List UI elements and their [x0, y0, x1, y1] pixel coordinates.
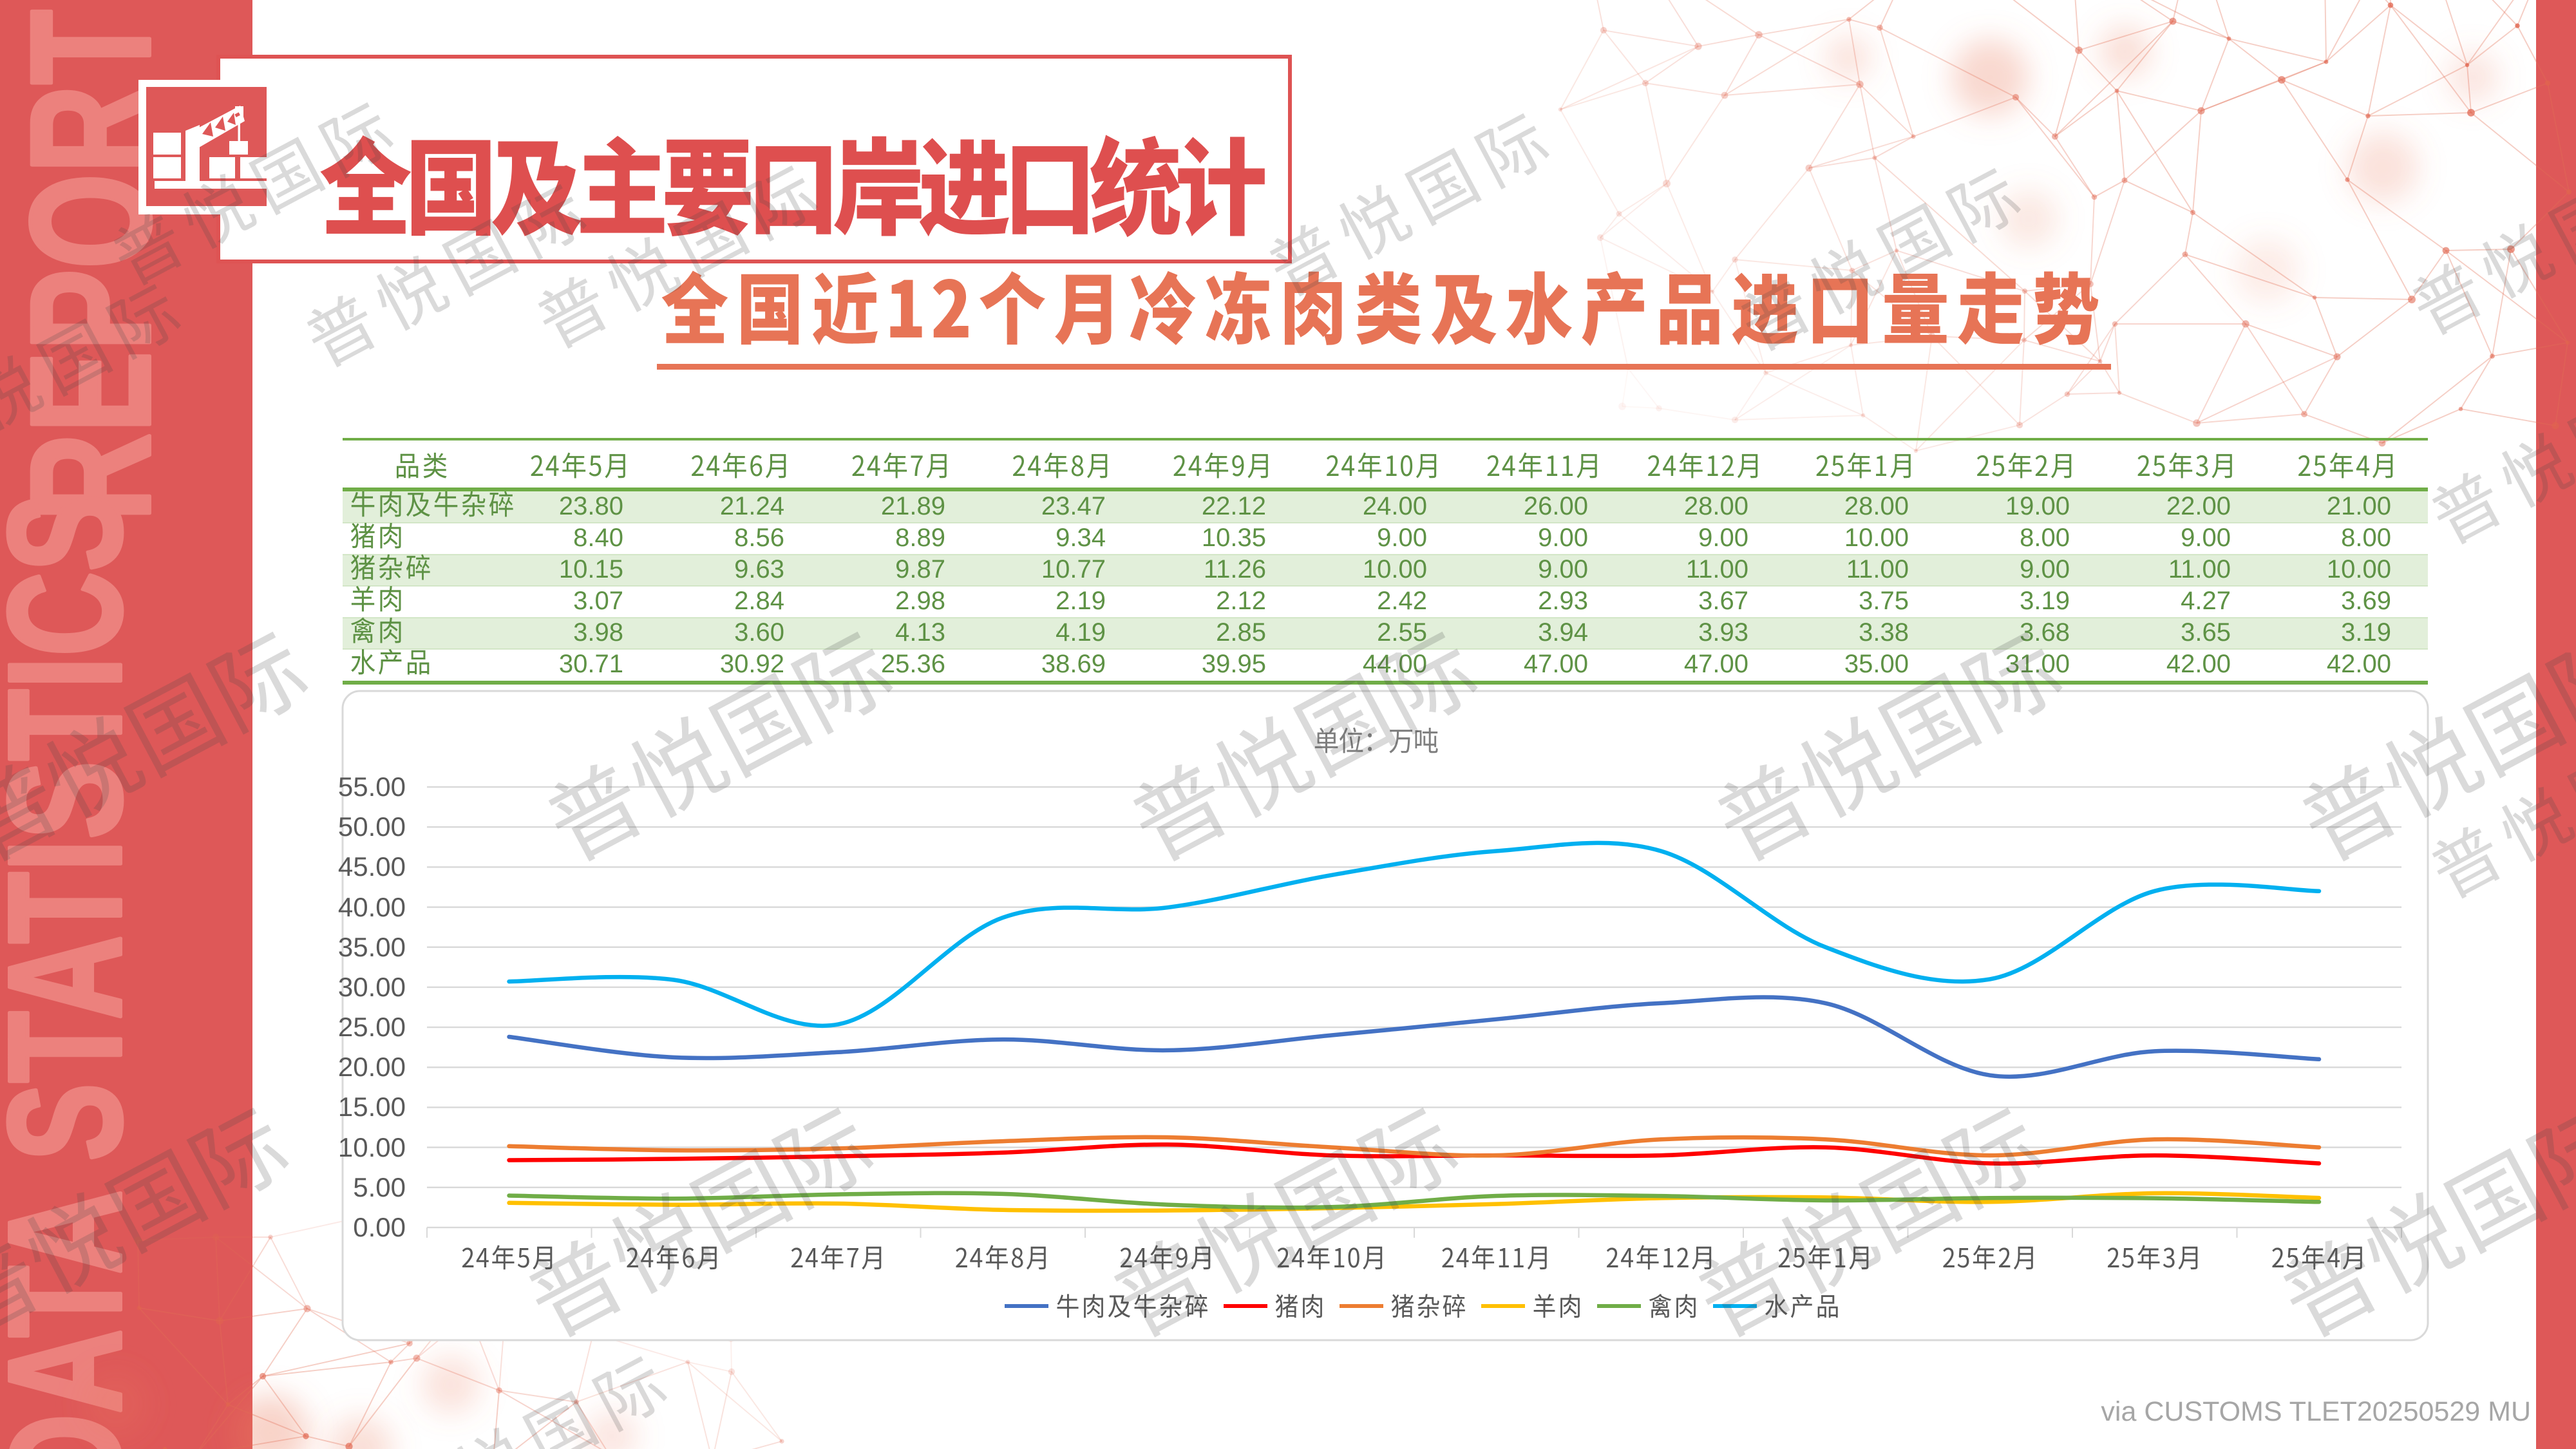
- svg-text:3.69: 3.69: [2341, 587, 2391, 615]
- svg-text:3.38: 3.38: [1859, 618, 1909, 647]
- svg-text:25.36: 25.36: [881, 650, 945, 678]
- svg-text:25.00: 25.00: [338, 1012, 406, 1042]
- svg-text:3.94: 3.94: [1538, 618, 1588, 647]
- svg-text:3.68: 3.68: [2020, 618, 2070, 647]
- svg-text:8.56: 8.56: [734, 524, 784, 552]
- svg-text:24.00: 24.00: [1363, 492, 1427, 520]
- svg-text:47.00: 47.00: [1524, 650, 1588, 678]
- svg-text:DATA STATISTICS: DATA STATISTICS: [0, 493, 155, 1449]
- svg-text:42.00: 42.00: [2327, 650, 2391, 678]
- svg-text:28.00: 28.00: [1684, 492, 1748, 520]
- svg-text:9.87: 9.87: [895, 555, 945, 583]
- svg-text:5.00: 5.00: [353, 1172, 406, 1202]
- svg-text:0.00: 0.00: [353, 1212, 406, 1242]
- svg-text:50.00: 50.00: [338, 811, 406, 842]
- svg-text:3.07: 3.07: [573, 587, 623, 615]
- svg-text:23.47: 23.47: [1041, 492, 1106, 520]
- svg-text:38.69: 38.69: [1041, 650, 1106, 678]
- svg-text:10.15: 10.15: [559, 555, 623, 583]
- svg-text:8.00: 8.00: [2341, 524, 2391, 552]
- svg-text:10.00: 10.00: [2327, 555, 2391, 583]
- svg-text:35.00: 35.00: [1844, 650, 1909, 678]
- svg-text:15.00: 15.00: [338, 1092, 406, 1122]
- svg-text:40.00: 40.00: [338, 892, 406, 922]
- svg-text:3.65: 3.65: [2181, 618, 2231, 647]
- svg-text:11.00: 11.00: [2168, 555, 2231, 583]
- svg-text:11.00: 11.00: [1846, 555, 1909, 583]
- svg-text:2.19: 2.19: [1056, 587, 1106, 615]
- svg-text:45.00: 45.00: [338, 851, 406, 882]
- svg-text:9.00: 9.00: [2020, 555, 2070, 583]
- svg-text:47.00: 47.00: [1684, 650, 1748, 678]
- svg-text:9.00: 9.00: [1698, 524, 1748, 552]
- svg-text:39.95: 39.95: [1202, 650, 1266, 678]
- svg-text:8.40: 8.40: [573, 524, 623, 552]
- svg-text:3.75: 3.75: [1859, 587, 1909, 615]
- svg-text:9.00: 9.00: [1377, 524, 1427, 552]
- svg-text:3.60: 3.60: [734, 618, 784, 647]
- svg-text:4.27: 4.27: [2181, 587, 2231, 615]
- svg-text:42.00: 42.00: [2166, 650, 2231, 678]
- svg-text:2.55: 2.55: [1377, 618, 1427, 647]
- svg-text:via CUSTOMS TLET20250529 MU: via CUSTOMS TLET20250529 MU: [2101, 1396, 2531, 1427]
- svg-text:22.12: 22.12: [1202, 492, 1266, 520]
- svg-text:11.26: 11.26: [1204, 555, 1266, 583]
- svg-text:2.42: 2.42: [1377, 587, 1427, 615]
- svg-text:35.00: 35.00: [338, 932, 406, 962]
- svg-text:4.19: 4.19: [1056, 618, 1106, 647]
- svg-text:3.67: 3.67: [1698, 587, 1748, 615]
- svg-text:20.00: 20.00: [338, 1052, 406, 1082]
- svg-text:2.85: 2.85: [1216, 618, 1266, 647]
- svg-text:21.00: 21.00: [2327, 492, 2391, 520]
- svg-text:10.00: 10.00: [1844, 524, 1909, 552]
- svg-text:21.24: 21.24: [720, 492, 784, 520]
- svg-text:2.84: 2.84: [734, 587, 784, 615]
- svg-text:30.00: 30.00: [338, 972, 406, 1002]
- svg-text:4.13: 4.13: [895, 618, 945, 647]
- svg-text:9.00: 9.00: [1538, 524, 1588, 552]
- svg-text:8.00: 8.00: [2020, 524, 2070, 552]
- svg-text:10.35: 10.35: [1202, 524, 1266, 552]
- svg-text:21.89: 21.89: [881, 492, 945, 520]
- svg-text:10.00: 10.00: [1363, 555, 1427, 583]
- svg-text:55.00: 55.00: [338, 772, 406, 802]
- svg-text:2.12: 2.12: [1216, 587, 1266, 615]
- svg-text:19.00: 19.00: [2005, 492, 2070, 520]
- svg-text:8.89: 8.89: [895, 524, 945, 552]
- svg-text:3.98: 3.98: [573, 618, 623, 647]
- svg-text:28.00: 28.00: [1844, 492, 1909, 520]
- svg-text:3.19: 3.19: [2020, 587, 2070, 615]
- svg-text:10.77: 10.77: [1041, 555, 1106, 583]
- svg-text:9.00: 9.00: [2181, 524, 2231, 552]
- svg-text:9.63: 9.63: [734, 555, 784, 583]
- svg-text:11.00: 11.00: [1686, 555, 1748, 583]
- svg-text:10.00: 10.00: [338, 1132, 406, 1162]
- svg-text:23.80: 23.80: [559, 492, 623, 520]
- svg-text:2.93: 2.93: [1538, 587, 1588, 615]
- svg-text:9.00: 9.00: [1538, 555, 1588, 583]
- svg-text:3.93: 3.93: [1698, 618, 1748, 647]
- svg-text:2.98: 2.98: [895, 587, 945, 615]
- svg-text:26.00: 26.00: [1524, 492, 1588, 520]
- svg-text:22.00: 22.00: [2166, 492, 2231, 520]
- svg-text:3.19: 3.19: [2341, 618, 2391, 647]
- svg-text:9.34: 9.34: [1056, 524, 1106, 552]
- svg-text:30.71: 30.71: [559, 650, 623, 678]
